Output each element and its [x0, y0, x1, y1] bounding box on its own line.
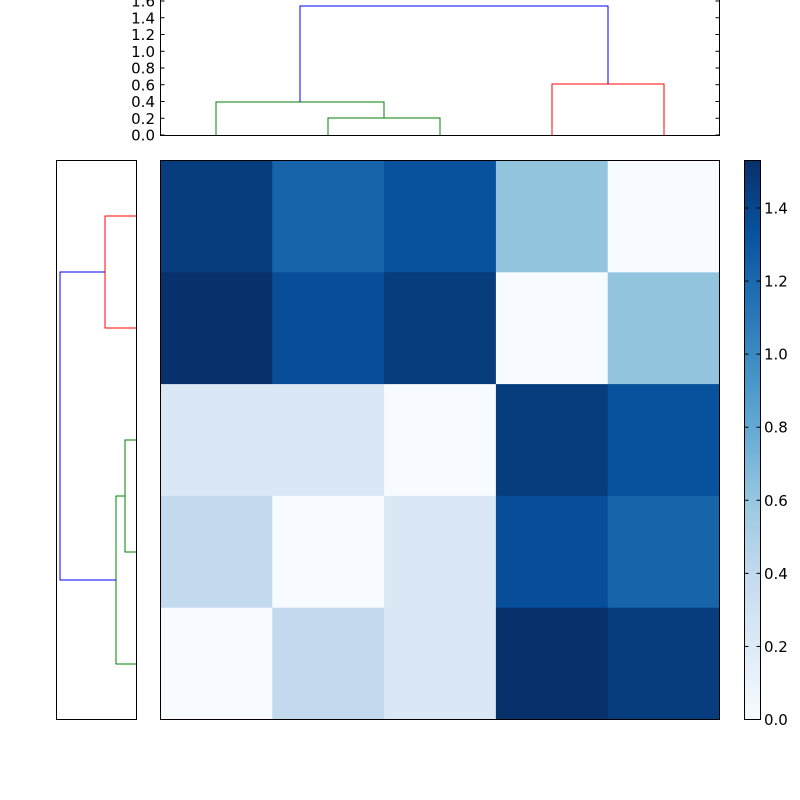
y-tick-label: 0.2 — [131, 110, 155, 128]
heatmap-cell — [495, 495, 609, 609]
top-dendrogram: 0.00.20.40.60.81.01.21.41.6 — [131, 0, 720, 145]
heatmap-cell — [384, 495, 497, 609]
heatmap-cell — [384, 272, 497, 385]
heatmap-cell — [607, 160, 720, 273]
colorbar-tick-label: 0.0 — [764, 711, 788, 729]
heatmap-cell — [160, 495, 273, 609]
left-dendrogram — [56, 160, 137, 720]
heatmap — [160, 160, 720, 720]
heatmap-cell — [272, 384, 385, 497]
heatmap-cell — [272, 495, 385, 609]
colorbar: 0.0 0.2 0.4 0.6 0.8 1.0 1.2 1.4 — [744, 160, 788, 729]
heatmap-cell — [272, 272, 385, 385]
y-tick-label: 0.8 — [131, 60, 155, 78]
y-tick-label: 0.4 — [131, 93, 155, 111]
colorbar-ticks: 0.0 0.2 0.4 0.6 0.8 1.0 1.2 1.4 — [744, 199, 788, 729]
y-tick-label: 1.0 — [131, 43, 155, 61]
heatmap-cell — [160, 384, 273, 497]
colorbar-tick-label: 1.2 — [764, 273, 788, 291]
heatmap-cell — [384, 607, 497, 720]
heatmap-cell — [384, 384, 497, 497]
y-tick-label: 1.2 — [131, 26, 155, 44]
heatmap-cell — [495, 384, 609, 497]
heatmap-cell — [272, 160, 385, 273]
colorbar-tick-label: 0.4 — [764, 565, 788, 583]
colorbar-tick-label: 1.4 — [764, 199, 788, 217]
colorbar-tick-label: 0.6 — [764, 492, 788, 510]
heatmap-cell — [607, 607, 720, 720]
heatmap-cell — [272, 607, 385, 720]
heatmap-cell — [607, 384, 720, 497]
colorbar-tick-label: 0.2 — [764, 638, 788, 656]
heatmap-cell — [607, 272, 720, 385]
y-tick-label: 0.0 — [131, 127, 155, 145]
heatmap-cell — [607, 495, 720, 609]
top-dendrogram-y-axis: 0.00.20.40.60.81.01.21.41.6 — [131, 0, 720, 145]
heatmap-cell — [495, 607, 609, 720]
y-tick-label: 0.6 — [131, 76, 155, 94]
y-tick-label: 1.6 — [131, 0, 155, 11]
heatmap-cell — [495, 272, 609, 385]
colorbar-tick-label: 1.0 — [764, 346, 788, 364]
heatmap-cell — [160, 607, 273, 720]
heatmap-cell — [160, 160, 273, 273]
heatmap-cell — [495, 160, 609, 273]
heatmap-cell — [384, 160, 497, 273]
heatmap-cell — [160, 272, 273, 385]
y-tick-label: 1.4 — [131, 9, 155, 27]
colorbar-tick-label: 0.8 — [764, 419, 788, 437]
